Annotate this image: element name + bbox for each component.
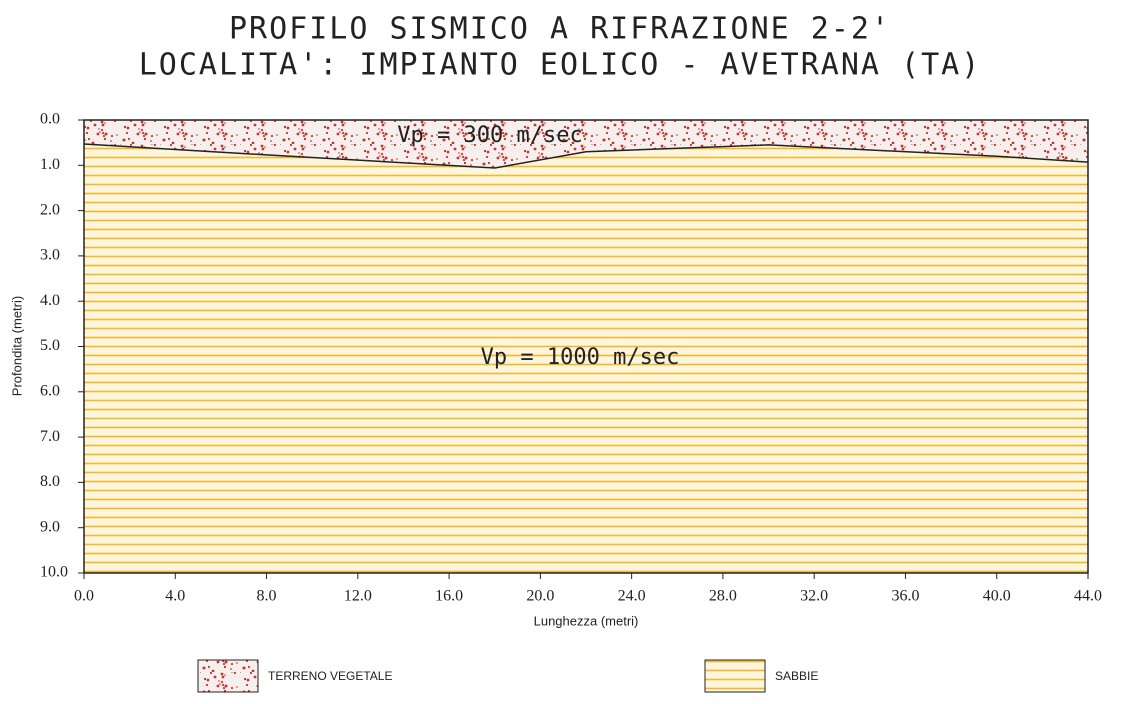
y-tick-label: 5.0 [40,337,60,354]
legend-label: SABBIE [775,669,818,683]
y-tick-label: 2.0 [40,201,60,218]
x-tick-label: 36.0 [891,588,919,605]
x-tick-label: 40.0 [983,588,1011,605]
x-tick-label: 28.0 [709,588,737,605]
x-tick-label: 32.0 [800,588,828,605]
y-tick-label: 1.0 [40,156,60,173]
legend-swatch [705,660,765,692]
legend-swatch [198,660,258,692]
y-tick-label: 3.0 [40,247,60,264]
x-tick-label: 20.0 [526,588,554,605]
legend-label: TERRENO VEGETALE [268,669,392,683]
x-axis-label: Lunghezza (metri) [534,613,639,628]
x-tick-label: 0.0 [74,588,94,605]
x-tick-label: 16.0 [435,588,463,605]
chart-subtitle: LOCALITA': IMPIANTO EOLICO - AVETRANA (T… [139,48,982,83]
layer-label: Vp = 300 m/sec [397,123,582,148]
y-tick-label: 6.0 [40,382,60,399]
y-tick-label: 0.0 [40,111,60,128]
x-tick-label: 4.0 [165,588,185,605]
x-tick-label: 44.0 [1074,588,1102,605]
y-tick-label: 9.0 [40,518,60,535]
y-axis-label: Profondita (metri) [9,296,24,396]
y-tick-label: 7.0 [40,428,60,445]
y-tick-label: 10.0 [40,564,68,581]
chart-title: PROFILO SISMICO A RIFRAZIONE 2-2' [229,12,891,47]
x-tick-label: 8.0 [257,588,277,605]
y-tick-label: 8.0 [40,473,60,490]
layer-label: Vp = 1000 m/sec [481,345,680,370]
x-tick-label: 24.0 [618,588,646,605]
chart: PROFILO SISMICO A RIFRAZIONE 2-2' LOCALI… [0,0,1126,700]
x-tick-label: 12.0 [344,588,372,605]
y-tick-label: 4.0 [40,292,60,309]
